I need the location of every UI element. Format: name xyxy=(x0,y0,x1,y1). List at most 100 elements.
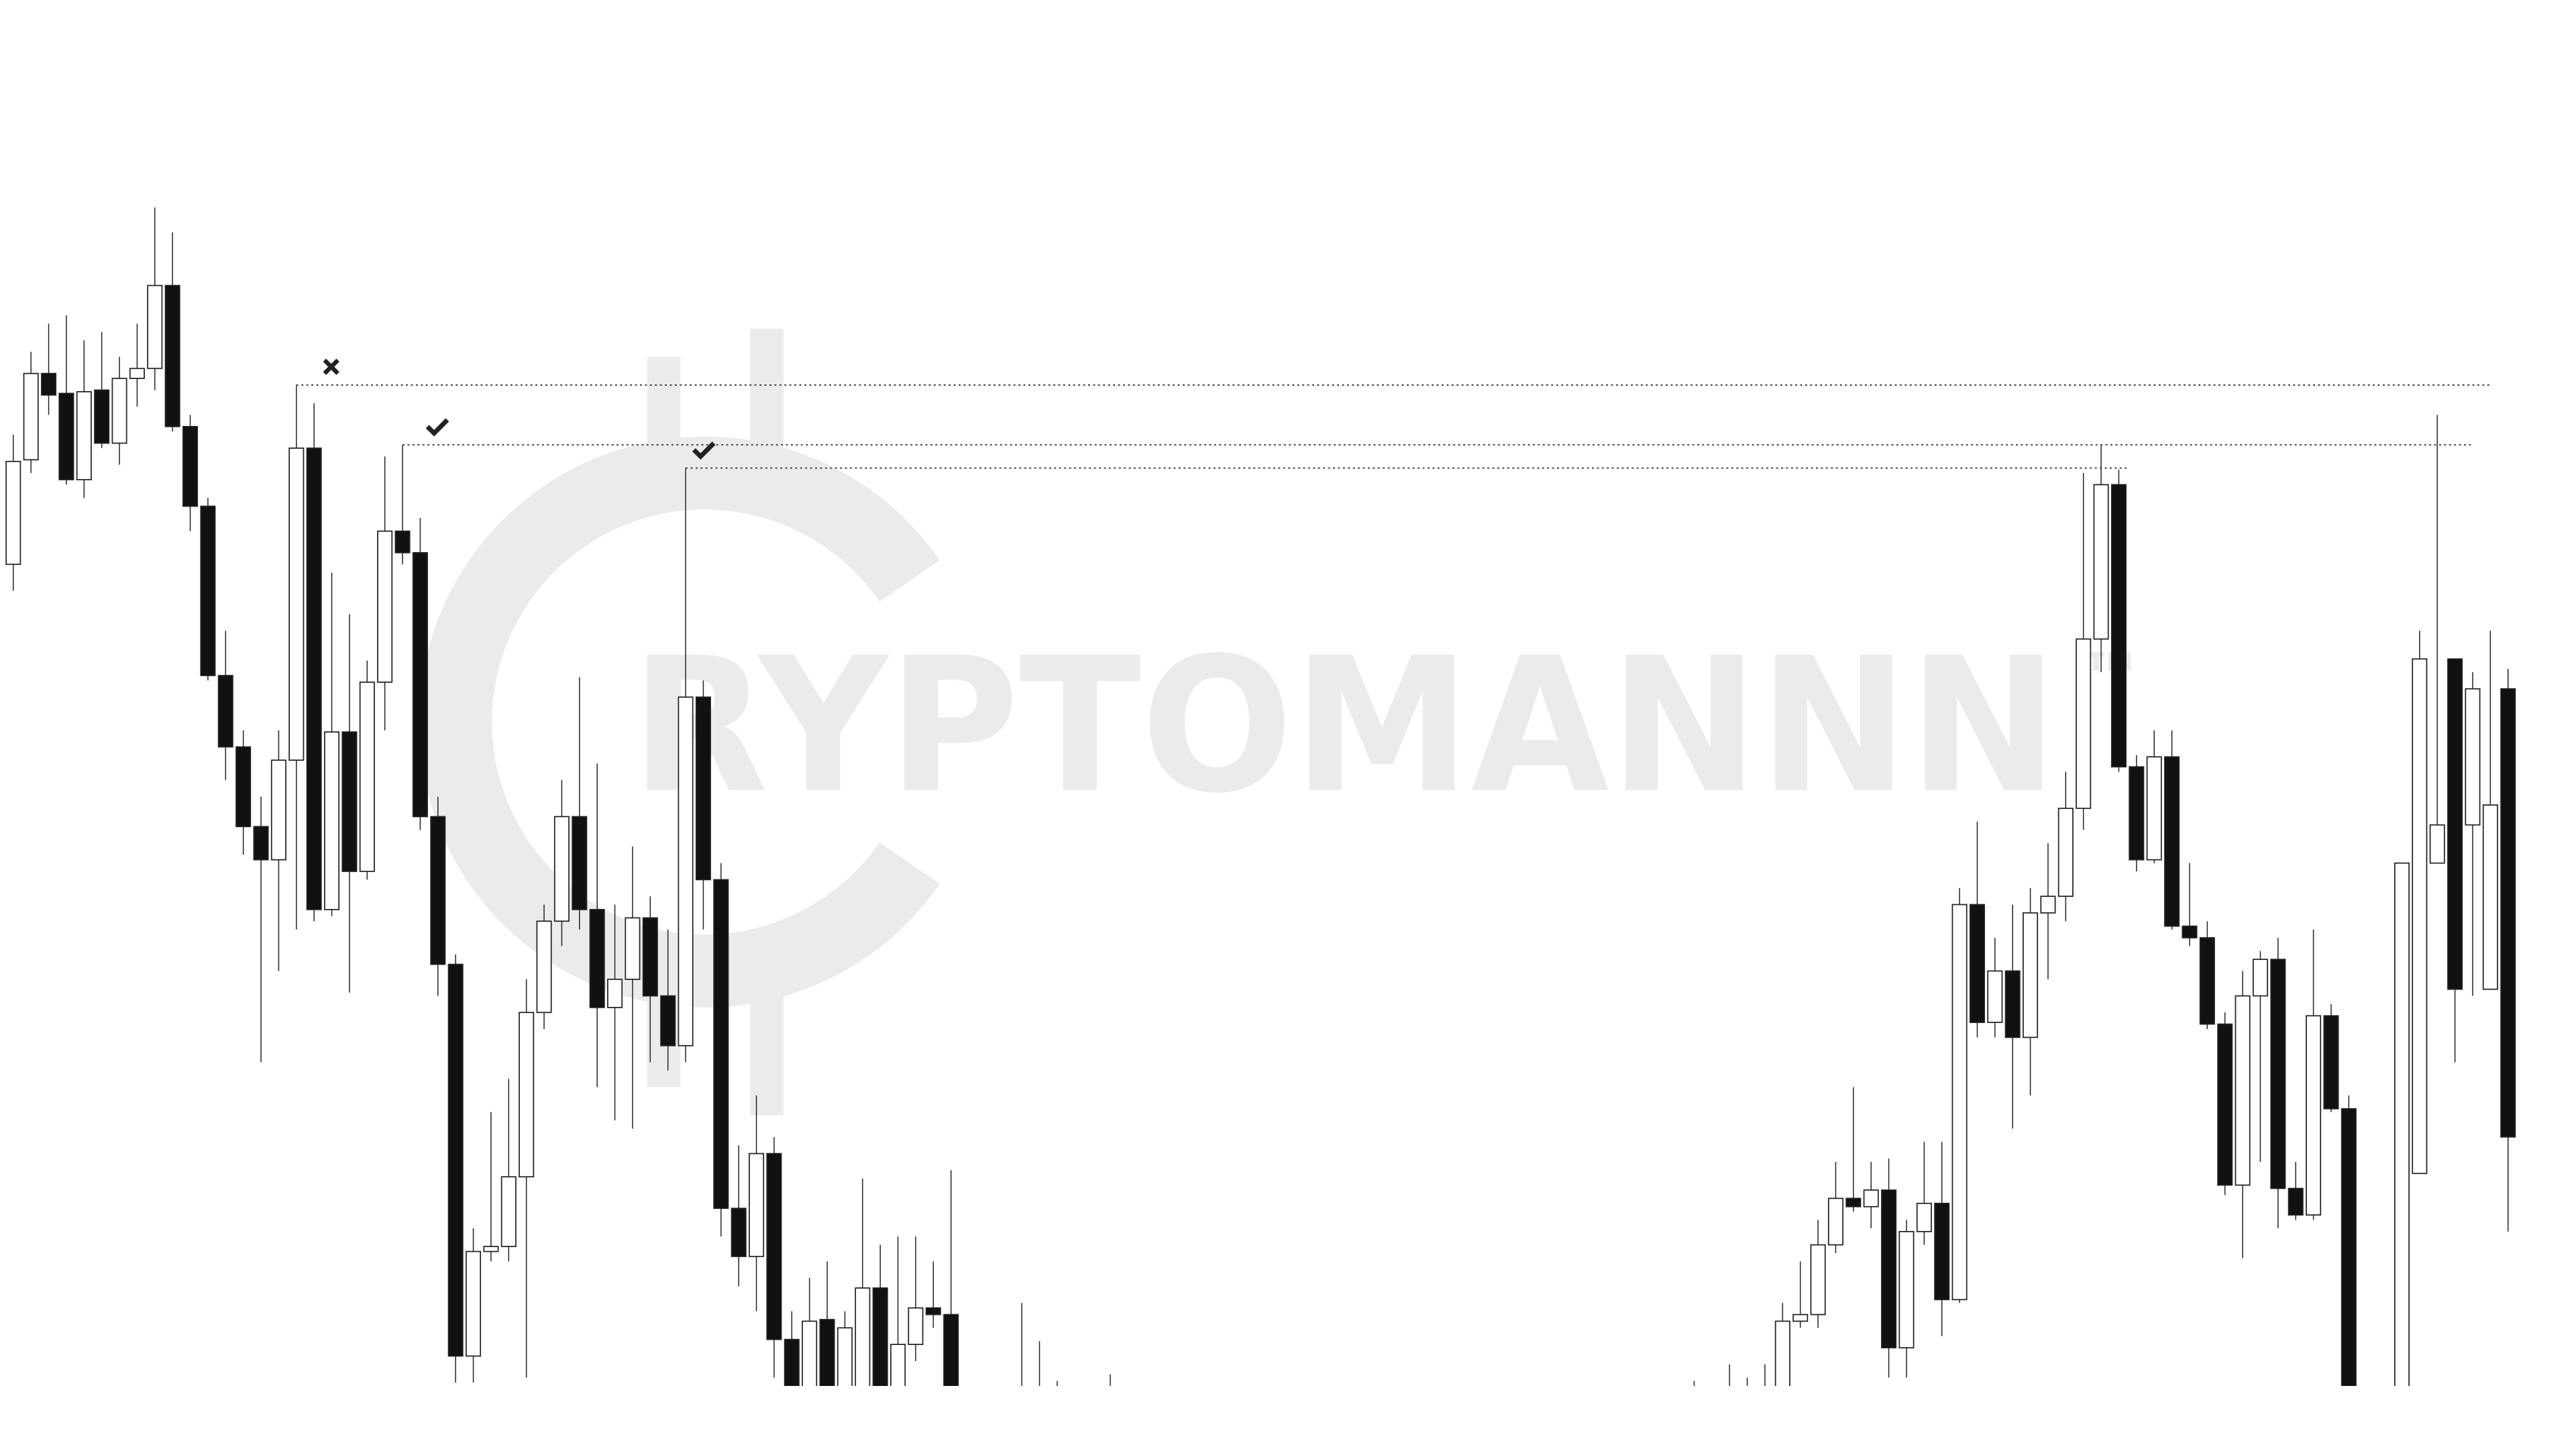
candle-body xyxy=(1723,1399,1737,1416)
candle-body xyxy=(129,368,145,379)
candle-body xyxy=(359,682,375,872)
candle-body xyxy=(288,447,305,761)
candle-body xyxy=(1032,1407,1046,1424)
candle-body xyxy=(660,995,676,1046)
candle-body xyxy=(2252,959,2268,997)
candle-body xyxy=(872,1287,888,1386)
candle-body xyxy=(5,460,21,566)
candle-body xyxy=(76,391,92,480)
candle-body xyxy=(1810,1244,1826,1316)
candle-body xyxy=(2429,824,2445,864)
candle-body xyxy=(553,816,570,922)
candle-body xyxy=(2323,1015,2339,1110)
candle-body xyxy=(1827,1197,1843,1246)
candle-body xyxy=(147,284,163,370)
candle-body xyxy=(2076,638,2092,809)
candle-body xyxy=(500,1176,517,1248)
candle-body xyxy=(2146,756,2162,861)
candle-body xyxy=(377,530,393,683)
candle-body xyxy=(2306,1015,2322,1216)
candle-body xyxy=(1015,1399,1029,1416)
candle-body xyxy=(235,746,252,828)
candle-body xyxy=(1987,970,2003,1023)
candle-body xyxy=(447,963,464,1357)
candle-body xyxy=(695,696,711,881)
candle-body xyxy=(2093,484,2109,640)
candle-body xyxy=(2270,959,2286,1189)
candle-body xyxy=(2129,766,2145,861)
candle-body xyxy=(678,696,694,1046)
candle-body xyxy=(2182,925,2198,938)
candle-body xyxy=(943,1313,959,1386)
check-icon xyxy=(692,441,716,460)
candle-body xyxy=(430,816,446,965)
watermark-logo xyxy=(419,436,940,1008)
candle-body xyxy=(2359,1411,2373,1449)
candle-body xyxy=(625,917,641,980)
candle-body xyxy=(217,675,233,748)
candle-body xyxy=(713,879,729,1210)
candle-body xyxy=(837,1327,853,1386)
candle-body xyxy=(2164,756,2180,927)
candle-body xyxy=(908,1307,924,1345)
candle-body xyxy=(1863,1189,1879,1208)
candle-body xyxy=(2057,808,2074,897)
candle-body xyxy=(58,392,74,480)
candle-body xyxy=(412,552,428,818)
watermark-text: RYPTOMANNN xyxy=(631,619,2058,835)
plot-area xyxy=(5,207,2516,1449)
candle-body xyxy=(111,378,127,444)
candle-body xyxy=(1774,1320,1790,1386)
candle-body xyxy=(2023,912,2039,1038)
candle-body xyxy=(819,1319,835,1386)
candle-body xyxy=(1792,1313,1809,1322)
candle-body xyxy=(1951,904,1968,1301)
candle-body xyxy=(2500,688,2516,1138)
candle-body xyxy=(1898,1231,1915,1348)
candle-body xyxy=(2235,995,2251,1186)
candle-body xyxy=(2412,658,2428,1175)
candle-body xyxy=(306,447,322,910)
candle-body xyxy=(164,284,180,427)
candle-body xyxy=(802,1320,818,1386)
watermark-logo xyxy=(750,328,784,490)
candle-body xyxy=(253,826,269,861)
candle-body xyxy=(1758,1394,1772,1415)
candle-body xyxy=(94,389,110,444)
candle-body xyxy=(182,426,199,507)
candle-body xyxy=(1934,1202,1950,1301)
candle-body xyxy=(749,1152,765,1257)
candle-body xyxy=(925,1307,941,1316)
candle-body xyxy=(642,917,658,997)
candle-body xyxy=(2004,970,2021,1038)
candle-body xyxy=(2447,658,2463,990)
candle-body xyxy=(1740,1399,1754,1416)
candle-body xyxy=(1687,1407,1701,1424)
candle-body xyxy=(572,816,588,910)
candle-body xyxy=(589,909,605,1008)
candle-body xyxy=(483,1246,499,1252)
candle-body xyxy=(2110,484,2127,767)
cross-icon xyxy=(323,358,339,375)
candle-body xyxy=(270,759,286,861)
candle-body xyxy=(341,731,358,872)
candle-body xyxy=(2394,862,2410,1386)
candle-body xyxy=(2482,804,2498,990)
candle-body xyxy=(1916,1202,1932,1232)
candle-body xyxy=(519,1012,535,1178)
candle-body xyxy=(766,1152,782,1340)
candle-body xyxy=(200,505,216,676)
candle-body xyxy=(1103,1407,1117,1424)
candle-body xyxy=(394,530,411,553)
candle-body xyxy=(784,1338,800,1386)
candle-body xyxy=(536,920,552,1014)
candle-body xyxy=(466,1250,482,1357)
watermark-logo xyxy=(750,954,784,1116)
candle-body xyxy=(607,978,623,1008)
candle-body xyxy=(2217,1023,2233,1186)
candle-body xyxy=(2040,896,2056,914)
candle-body xyxy=(855,1287,871,1386)
watermark: RYPTOMANNN ™ xyxy=(419,328,2145,1116)
